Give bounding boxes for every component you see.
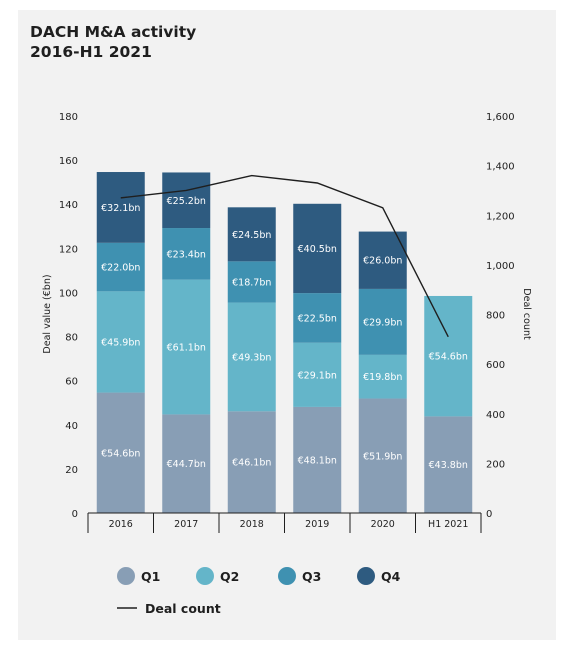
legend: Q1 Q2 Q3 Q4 Deal count bbox=[117, 567, 401, 616]
bar-segment-q1-2018 bbox=[227, 411, 276, 513]
deal-count-line bbox=[120, 174, 449, 338]
left-tick-label: 120 bbox=[59, 244, 78, 255]
segment-value-label: €25.2bn bbox=[167, 196, 206, 207]
segment-value-label: €46.1bn bbox=[232, 458, 271, 469]
bar-segment-q3-2016 bbox=[96, 242, 145, 292]
bar-segments bbox=[96, 172, 473, 513]
segment-value-label: €22.0bn bbox=[101, 263, 140, 274]
right-tick-label: 600 bbox=[486, 360, 505, 371]
bar-segment-q3-2020 bbox=[358, 288, 407, 355]
left-axis-ticks: 0 20 40 60 80 100 120 140 160 180 bbox=[59, 112, 78, 520]
bar-segment-q4-2016 bbox=[96, 172, 145, 243]
legend-label-q1: Q1 bbox=[141, 569, 160, 584]
right-tick-label: 400 bbox=[486, 410, 505, 421]
segment-value-label: €18.7bn bbox=[232, 277, 271, 288]
bar-segment-q2-2017 bbox=[162, 279, 211, 415]
left-tick-label: 80 bbox=[65, 333, 78, 344]
chart-title: DACH M&A activity 2016-H1 2021 bbox=[30, 22, 196, 62]
bar-segment-q1-h1-2021 bbox=[424, 416, 473, 513]
right-tick-label: 800 bbox=[486, 311, 505, 322]
right-tick-label: 1,200 bbox=[486, 211, 515, 222]
legend-label-q4: Q4 bbox=[381, 569, 401, 584]
segment-value-label: €32.1bn bbox=[101, 203, 140, 214]
bar-segment-q4-2019 bbox=[293, 203, 342, 294]
bar-segment-q2-2018 bbox=[227, 302, 276, 412]
bar-segment-q4-2017 bbox=[162, 172, 211, 229]
category-label: H1 2021 bbox=[428, 519, 468, 530]
segment-value-label: €45.9bn bbox=[101, 337, 140, 348]
left-tick-label: 20 bbox=[65, 465, 78, 476]
bar-segment-q1-2017 bbox=[162, 414, 211, 513]
left-tick-label: 180 bbox=[59, 112, 78, 123]
chart-title-line1: DACH M&A activity bbox=[30, 23, 197, 41]
segment-value-label: €24.5bn bbox=[232, 230, 271, 241]
right-tick-label: 1,600 bbox=[486, 112, 515, 123]
right-tick-label: 0 bbox=[486, 509, 492, 520]
category-label: 2019 bbox=[305, 519, 329, 530]
bar-segment-q1-2019 bbox=[293, 406, 342, 513]
bar-segment-q3-2017 bbox=[162, 228, 211, 280]
bar-segment-q1-2016 bbox=[96, 392, 145, 513]
left-axis-title: Deal value (€bn) bbox=[42, 274, 53, 353]
bar-segment-q4-2018 bbox=[227, 207, 276, 262]
left-tick-label: 60 bbox=[65, 377, 78, 388]
segment-value-label: €61.1bn bbox=[167, 343, 206, 354]
category-label: 2020 bbox=[371, 519, 395, 530]
segment-value-label: €23.4bn bbox=[167, 249, 206, 260]
deal-count-polyline bbox=[120, 174, 449, 338]
left-tick-label: 140 bbox=[59, 200, 78, 211]
category-label: 2018 bbox=[240, 519, 264, 530]
bar-segment-q2-2020 bbox=[358, 354, 407, 399]
right-tick-label: 200 bbox=[486, 459, 505, 470]
legend-swatch-q2 bbox=[196, 567, 214, 585]
segment-value-label: €29.9bn bbox=[363, 317, 402, 328]
segment-value-label: €22.5bn bbox=[298, 313, 337, 324]
segment-value-label: €48.1bn bbox=[298, 455, 337, 466]
right-axis-title: Deal count bbox=[521, 288, 532, 340]
bar-segment-q3-2019 bbox=[293, 293, 342, 343]
segment-labels: €54.6bn €45.9bn €22.0bn €32.1bn €44.7bn €61.1… bbox=[101, 196, 468, 471]
segment-value-label: €26.0bn bbox=[363, 256, 402, 267]
bar-segment-q3-2018 bbox=[227, 261, 276, 303]
bar-segment-q2-2019 bbox=[293, 342, 342, 407]
legend-label-deal-count: Deal count bbox=[145, 601, 221, 616]
segment-value-label: €54.6bn bbox=[101, 448, 140, 459]
left-tick-label: 100 bbox=[59, 288, 78, 299]
segment-value-label: €29.1bn bbox=[298, 370, 337, 381]
bar-segment-q2-2016 bbox=[96, 291, 145, 393]
category-axis: 2016 2017 2018 2019 2020 H1 2021 bbox=[87, 512, 482, 533]
segment-value-label: €54.6bn bbox=[429, 352, 468, 363]
bar-segment-q1-2020 bbox=[358, 398, 407, 513]
chart-title-line2: 2016-H1 2021 bbox=[30, 43, 152, 61]
segment-value-label: €19.8bn bbox=[363, 372, 402, 383]
bar-segment-q2-h1-2021 bbox=[424, 295, 473, 417]
segment-value-label: €40.5bn bbox=[298, 244, 337, 255]
segment-value-label: €44.7bn bbox=[167, 459, 206, 470]
left-tick-label: 160 bbox=[59, 156, 78, 167]
right-axis-ticks: 0 200 400 600 800 1,000 1,200 1,400 1,600 bbox=[486, 112, 515, 520]
legend-label-q2: Q2 bbox=[220, 569, 239, 584]
category-label: 2016 bbox=[109, 519, 133, 530]
bar-segment-q4-2020 bbox=[358, 231, 407, 289]
segment-value-label: €49.3bn bbox=[232, 352, 271, 363]
legend-swatch-q4 bbox=[357, 567, 375, 585]
segment-value-label: €43.8bn bbox=[429, 460, 468, 471]
legend-label-q3: Q3 bbox=[302, 569, 321, 584]
category-label: 2017 bbox=[174, 519, 198, 530]
left-tick-label: 0 bbox=[72, 509, 78, 520]
segment-value-label: €51.9bn bbox=[363, 451, 402, 462]
right-tick-label: 1,400 bbox=[486, 162, 515, 173]
right-tick-label: 1,000 bbox=[486, 261, 515, 272]
legend-swatch-q3 bbox=[278, 567, 296, 585]
legend-swatch-q1 bbox=[117, 567, 135, 585]
left-tick-label: 40 bbox=[65, 421, 78, 432]
